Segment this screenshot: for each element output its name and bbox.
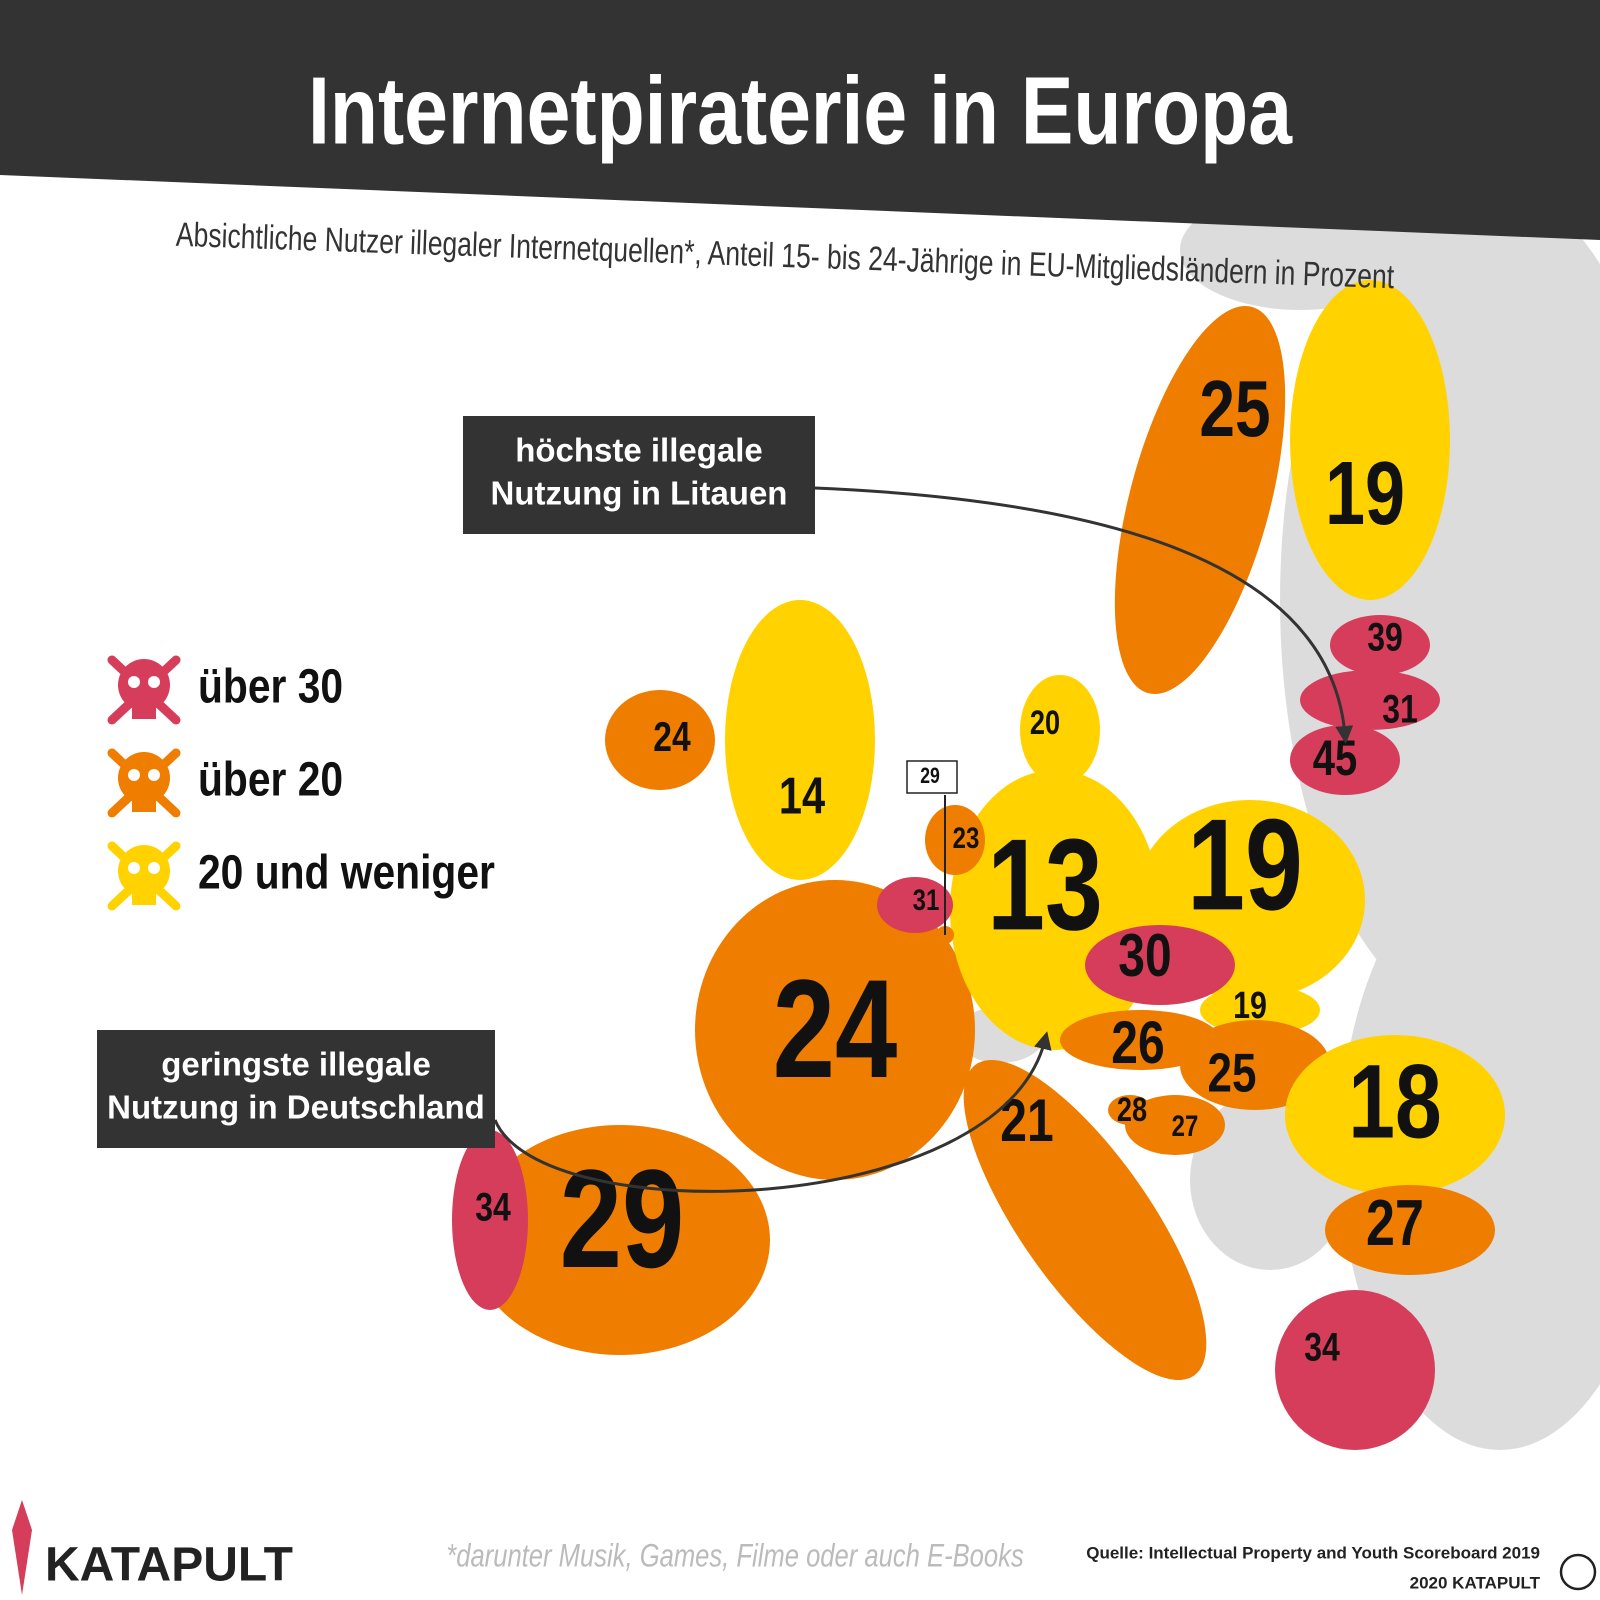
logo: KATAPULT [45, 1539, 293, 1592]
country-region [963, 1059, 1207, 1381]
country-value: 34 [475, 1184, 511, 1229]
country-value: 25 [1208, 1042, 1257, 1104]
country-value: 24 [773, 950, 898, 1107]
country-value: 19 [1325, 443, 1405, 543]
country-region [452, 1130, 528, 1310]
country-region [605, 690, 715, 790]
country-value: 14 [779, 766, 825, 825]
country-value: 25 [1199, 364, 1270, 453]
callout-text: höchste illegale [515, 432, 763, 469]
country-value: 18 [1348, 1044, 1441, 1161]
callout-arrow [493, 1031, 1052, 1193]
legend-eye [148, 676, 160, 688]
country-region [1275, 1290, 1435, 1450]
country-region [1020, 675, 1100, 785]
legend-icon-jaw [132, 705, 156, 719]
country-region [1085, 925, 1235, 1005]
country-region [1290, 280, 1450, 600]
country-value: 23 [953, 820, 980, 854]
country-region [1200, 985, 1320, 1035]
legend-bone [107, 748, 181, 818]
country-region [1125, 1095, 1225, 1155]
logo-icon [12, 1500, 32, 1595]
country-region [1290, 725, 1400, 795]
country-region [1285, 1035, 1505, 1195]
country-value: 29 [920, 764, 940, 788]
callout-box [463, 416, 815, 534]
country-region [1300, 670, 1440, 730]
header-band [0, 0, 1600, 240]
legend-label: über 20 [198, 754, 343, 807]
source: Quelle: Intellectual Property and Youth … [1086, 1543, 1540, 1562]
legend-icon-jaw [132, 798, 156, 812]
legend-eye [148, 862, 160, 874]
legend: über 30 über 20 20 und weniger [107, 655, 495, 911]
legend-bone [107, 655, 181, 725]
country-region [695, 880, 975, 1180]
callout-text: Nutzung in Deutschland [107, 1089, 485, 1126]
country-value: 45 [1313, 730, 1357, 786]
callout-text: geringste illegale [161, 1046, 431, 1083]
country-value: 21 [1000, 1087, 1053, 1154]
country-value: 13 [987, 811, 1103, 957]
country-region [470, 1125, 770, 1355]
legend-icon-jaw [132, 891, 156, 905]
country-region [1330, 615, 1430, 675]
country-value: 26 [1111, 1009, 1164, 1076]
country-region [877, 877, 953, 933]
callout-arrow [814, 486, 1354, 744]
legend-eye [128, 676, 140, 688]
country-value: 27 [1172, 1108, 1199, 1142]
country-value: 29 [560, 1140, 685, 1297]
label-box [906, 760, 958, 794]
legend-eye [148, 769, 160, 781]
country-value: 34 [1304, 1324, 1340, 1369]
country-value: 27 [1366, 1188, 1424, 1260]
legend-eye [128, 862, 140, 874]
country-value: 19 [1233, 985, 1267, 1027]
country-region [925, 805, 985, 875]
country-value: 31 [1382, 686, 1418, 731]
country-region [1325, 1185, 1495, 1275]
footnote: *darunter Musik, Games, Filme oder auch … [446, 1539, 1023, 1574]
legend-eye [128, 769, 140, 781]
country-value: 31 [913, 882, 940, 916]
country-value: 28 [1117, 1090, 1147, 1129]
copyright: 2020 KATAPULT [1410, 1573, 1541, 1592]
country-value: 39 [1367, 614, 1403, 659]
country-value: 19 [1187, 791, 1303, 937]
callout-box [97, 1030, 495, 1148]
country-value: 30 [1118, 922, 1171, 989]
legend-bone [107, 841, 181, 911]
country-region [1114, 305, 1286, 695]
country-value: 24 [653, 715, 690, 761]
country-region [1060, 1010, 1220, 1070]
page-badge [1559, 1553, 1597, 1591]
callout-text: Nutzung in Litauen [491, 475, 788, 512]
country-region [725, 600, 875, 880]
legend-label: 20 und weniger [198, 847, 495, 900]
legend-label: über 30 [198, 661, 343, 714]
title: Internetpiraterie in Europa [308, 57, 1293, 164]
country-value: 20 [1030, 703, 1060, 742]
